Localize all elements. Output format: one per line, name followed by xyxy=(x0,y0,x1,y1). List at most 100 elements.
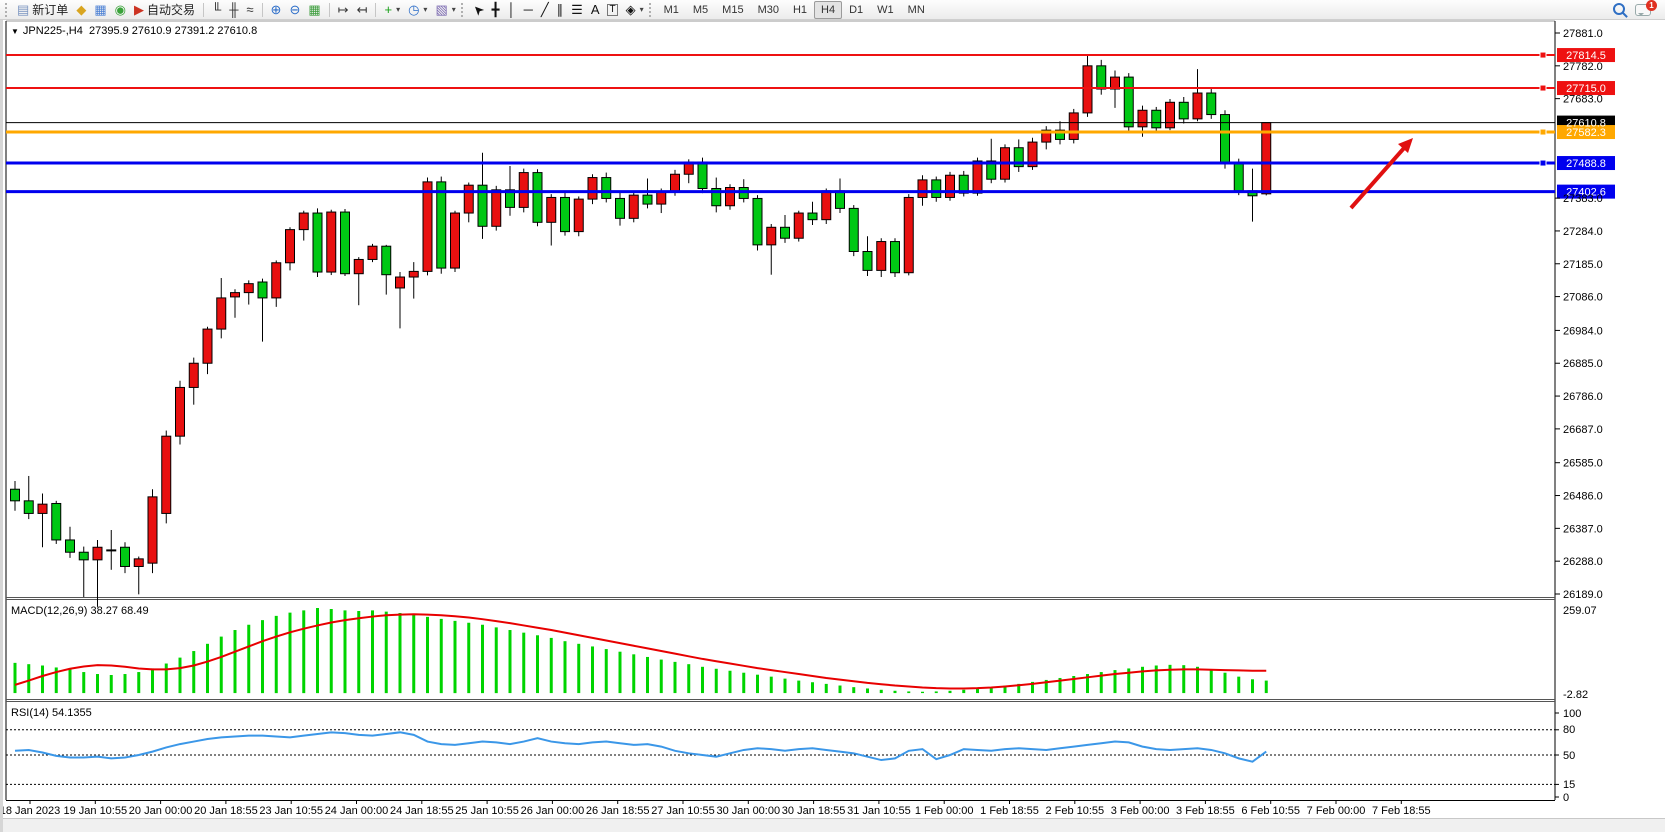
rsi-panel xyxy=(6,729,1555,785)
price-line-badge: 27582.3 xyxy=(1566,127,1606,139)
candlestick-chart-button[interactable]: ╫ xyxy=(225,1,242,19)
svg-text:27284.0: 27284.0 xyxy=(1563,226,1603,238)
horizontal-line-button[interactable]: ─ xyxy=(520,1,537,19)
new-chart-button[interactable]: ◆ xyxy=(72,1,90,19)
text-button[interactable]: A xyxy=(587,1,604,19)
time-axis-label: 6 Feb 10:55 xyxy=(1241,805,1300,817)
timeframe-h4[interactable]: H4 xyxy=(814,0,843,19)
toolbar-separator xyxy=(261,2,263,17)
tile-windows-button[interactable]: ▦ xyxy=(304,1,324,19)
trend-arrow-annotation[interactable] xyxy=(1349,138,1413,210)
add-indicator-icon: + xyxy=(384,1,393,17)
zoom-out-button[interactable]: ⊖ xyxy=(285,1,304,19)
price-line-badge: 27715.0 xyxy=(1566,83,1606,95)
bar-chart-button[interactable]: ╙ xyxy=(208,1,225,19)
candlestick-chart-icon: ╫ xyxy=(229,1,239,17)
horizontal-line-icon: ─ xyxy=(523,1,533,17)
zoom-in-icon: ⊕ xyxy=(270,1,282,17)
svg-text:15: 15 xyxy=(1563,779,1575,791)
vertical-line-icon: │ xyxy=(507,1,516,17)
line-chart-icon: ≈ xyxy=(246,1,254,17)
fibonacci-button[interactable]: ☰ xyxy=(567,1,587,19)
search-icon[interactable] xyxy=(1613,2,1625,15)
auto-scroll-button[interactable]: ↦ xyxy=(334,1,353,19)
cursor-button[interactable]: ➤ xyxy=(469,1,488,19)
svg-text:26687.0: 26687.0 xyxy=(1563,424,1603,436)
arrows-icon: ◈ xyxy=(625,1,636,17)
svg-text:27185.0: 27185.0 xyxy=(1563,259,1603,271)
svg-text:27086.0: 27086.0 xyxy=(1563,292,1603,304)
timeframe-m15[interactable]: M15 xyxy=(722,3,744,16)
timeframe-m5[interactable]: M5 xyxy=(692,3,709,16)
text-label-icon: T xyxy=(607,3,618,16)
chart-window: 27814.5 27715.0 27610.8 27582.3 27488.8 27402… xyxy=(0,20,1665,832)
time-axis-label: 24 Jan 18:55 xyxy=(390,805,454,817)
time-axis-label: 3 Feb 18:55 xyxy=(1176,805,1235,817)
main-toolbar: ▤ 新订单 ◆ ▦ ◉ ▶ 自动交易 ╙ ╫ ≈ ⊕ ⊖ ▦ ↦ ↤ + ▾ ◷ ▾ ▧ ▾ ➤ ╋ │ ─ ╱ ∥ ☰ A T ◈ ▾ M1 M… xyxy=(0,0,1665,20)
zoom-out-icon: ⊖ xyxy=(289,1,301,17)
new-order-button[interactable]: ▤ 新订单 xyxy=(13,1,72,19)
time-axis-label: 30 Jan 00:00 xyxy=(716,805,780,817)
toolbar-separator xyxy=(202,2,204,17)
new-order-button-label: 新订单 xyxy=(32,3,69,17)
crosshair-icon: ╋ xyxy=(491,1,500,17)
svg-text:27881.0: 27881.0 xyxy=(1563,28,1603,40)
price-lines-layer[interactable] xyxy=(6,48,1615,199)
new-order-icon: ▤ xyxy=(17,1,30,17)
time-axis-label: 20 Jan 18:55 xyxy=(194,805,258,817)
chevron-down-icon: ▾ xyxy=(396,5,401,14)
crosshair-button[interactable]: ╋ xyxy=(488,1,504,19)
timeframe-h1[interactable]: H1 xyxy=(792,3,808,16)
auto-scroll-icon: ↦ xyxy=(337,1,349,17)
time-axis-label: 26 Jan 00:00 xyxy=(521,805,585,817)
text-label-button[interactable]: T xyxy=(603,1,621,19)
svg-text:50: 50 xyxy=(1563,750,1575,762)
navigator-button[interactable]: ◉ xyxy=(111,1,130,19)
trendline-icon: ╱ xyxy=(540,1,549,17)
price-line-badge: 27610.8 xyxy=(1566,118,1606,130)
new-chart-icon: ◆ xyxy=(76,1,87,17)
svg-text:26786.0: 26786.0 xyxy=(1563,391,1603,403)
tile-windows-icon: ▦ xyxy=(308,1,321,17)
autotrading-button[interactable]: ▶ 自动交易 xyxy=(130,1,199,19)
time-axis-label: 26 Jan 18:55 xyxy=(586,805,650,817)
arrows-button[interactable]: ◈ ▾ xyxy=(622,1,648,19)
svg-text:26984.0: 26984.0 xyxy=(1563,325,1603,337)
templates-button[interactable]: ▧ ▾ xyxy=(431,1,459,19)
text-icon: A xyxy=(590,1,600,17)
chart-shift-button[interactable]: ↤ xyxy=(353,1,372,19)
chevron-down-icon: ▾ xyxy=(639,5,644,14)
collapse-triangle-icon[interactable]: ▼ xyxy=(11,27,19,36)
time-axis-label: 19 Jan 10:55 xyxy=(63,805,127,817)
timeframe-m1[interactable]: M1 xyxy=(663,3,679,16)
time-axis-label: 25 Jan 10:55 xyxy=(455,805,519,817)
time-axis-label: 24 Jan 00:00 xyxy=(325,805,389,817)
trendline-button[interactable]: ╱ xyxy=(537,1,553,19)
equidistant-channel-button[interactable]: ∥ xyxy=(553,1,568,19)
svg-text:27383.0: 27383.0 xyxy=(1563,193,1603,205)
toolbar-grip xyxy=(5,2,9,17)
chevron-down-icon: ▾ xyxy=(451,5,456,14)
svg-text:26288.0: 26288.0 xyxy=(1563,556,1603,568)
time-axis[interactable] xyxy=(29,800,1402,804)
timeframe-mn[interactable]: MN xyxy=(907,3,925,16)
timeframe-m30[interactable]: M30 xyxy=(757,3,779,16)
svg-text:-2.82: -2.82 xyxy=(1563,689,1588,701)
svg-text:259.07: 259.07 xyxy=(1563,605,1597,617)
line-chart-button[interactable]: ≈ xyxy=(242,1,257,19)
timeframe-w1[interactable]: W1 xyxy=(877,3,894,16)
market-watch-button[interactable]: ▦ xyxy=(90,1,110,19)
add-indicator-button[interactable]: + ▾ xyxy=(380,1,404,19)
periods-button[interactable]: ◷ ▾ xyxy=(404,1,431,19)
time-axis-label: 20 Jan 00:00 xyxy=(129,805,193,817)
time-axis-label: 1 Feb 18:55 xyxy=(980,805,1039,817)
price-line-badge: 27488.8 xyxy=(1566,158,1606,170)
price-line-badge: 27402.6 xyxy=(1566,187,1606,199)
zoom-in-button[interactable]: ⊕ xyxy=(267,1,286,19)
chart-title[interactable]: ▼ JPN225-,H4 27395.9 27610.9 27391.2 2761… xyxy=(11,25,257,37)
timeframe-d1[interactable]: D1 xyxy=(849,3,864,16)
svg-text:26189.0: 26189.0 xyxy=(1563,589,1603,601)
notifications-icon[interactable]: 1 xyxy=(1635,0,1657,16)
vertical-line-button[interactable]: │ xyxy=(503,1,519,19)
